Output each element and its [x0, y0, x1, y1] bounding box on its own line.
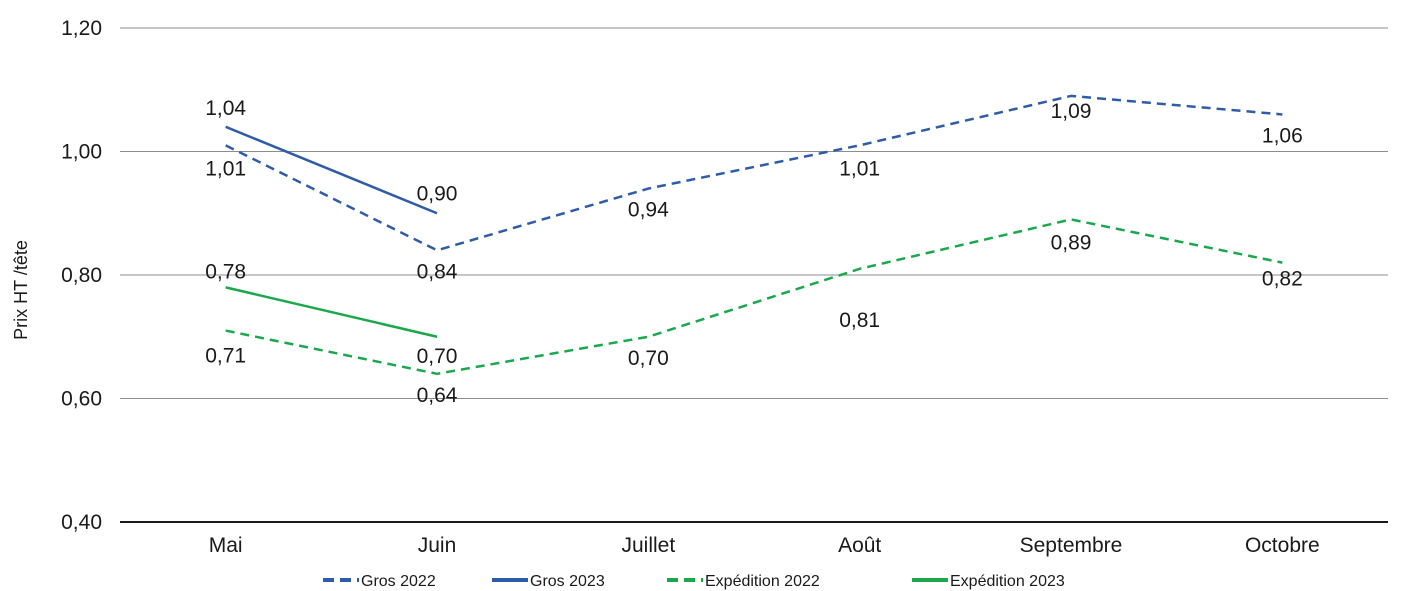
data-label-expedition-2022: 0,64 — [417, 384, 458, 407]
y-tick-label: 0,40 — [61, 511, 102, 534]
data-labels: 1,01 0,84 0,94 1,01 1,09 1,06 1,04 0,90 0,71 0,64… — [205, 97, 1303, 407]
data-label-expedition-2023: 0,78 — [205, 260, 246, 283]
y-tick-label: 0,80 — [61, 264, 102, 287]
x-tick-label: Juin — [418, 534, 457, 557]
series-line-expedition-2022 — [225, 218, 1283, 376]
data-label-gros-2022: 0,84 — [417, 260, 458, 283]
y-tick-label: 1,00 — [61, 141, 102, 164]
x-tick-label: Octobre — [1245, 534, 1320, 557]
data-label-expedition-2022: 0,71 — [205, 345, 246, 368]
legend-label-gros-2022: Gros 2022 — [361, 573, 436, 590]
data-label-gros-2022: 1,06 — [1262, 124, 1303, 147]
y-tick-label: 0,60 — [61, 388, 102, 411]
x-tick-label: Septembre — [1020, 534, 1123, 557]
x-axis-ticks: Mai Juin Juillet Août Septembre Octobre — [209, 534, 1320, 557]
x-tick-label: Juillet — [621, 534, 675, 557]
data-label-expedition-2023: 0,70 — [417, 345, 458, 368]
data-label-expedition-2022: 0,89 — [1051, 231, 1092, 254]
data-label-gros-2023: 0,90 — [417, 182, 458, 205]
data-label-expedition-2022: 0,82 — [1262, 268, 1303, 291]
data-label-expedition-2022: 0,70 — [628, 347, 669, 370]
data-label-gros-2022: 1,01 — [839, 157, 880, 180]
series-line-gros-2023 — [225, 125, 438, 215]
data-label-expedition-2022: 0,81 — [839, 309, 880, 332]
series-lines — [225, 94, 1283, 376]
data-label-gros-2022: 0,94 — [628, 199, 669, 222]
x-tick-label: Août — [838, 534, 881, 557]
y-axis-ticks: 0,40 0,60 0,80 1,00 1,20 — [61, 17, 102, 534]
y-tick-label: 1,20 — [61, 17, 102, 40]
x-tick-label: Mai — [209, 534, 243, 557]
series-line-gros-2022 — [225, 94, 1283, 252]
y-axis-title: Prix HT /tête — [11, 240, 31, 340]
data-label-gros-2022: 1,01 — [205, 157, 246, 180]
legend: Gros 2022 Gros 2023 Expédition 2022 Expédit… — [323, 573, 1065, 590]
gridlines — [120, 27, 1388, 523]
legend-label-expedition-2023: Expédition 2023 — [950, 573, 1065, 590]
series-line-expedition-2023 — [225, 286, 438, 338]
data-label-gros-2022: 1,09 — [1051, 100, 1092, 123]
legend-label-gros-2023: Gros 2023 — [530, 573, 605, 590]
data-label-gros-2023: 1,04 — [205, 97, 246, 120]
legend-label-expedition-2022: Expédition 2022 — [705, 573, 820, 590]
